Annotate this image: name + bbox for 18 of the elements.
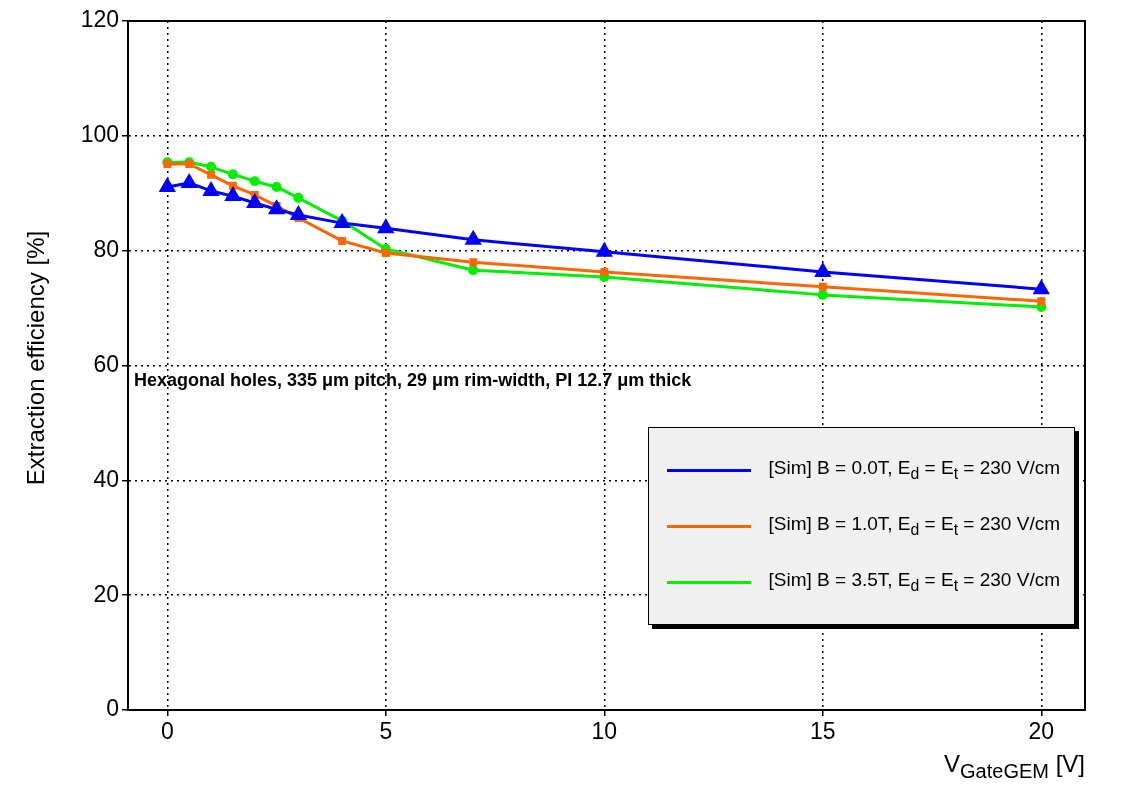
x-tick-label: 0 (160, 718, 174, 745)
y-tick-label: 0 (106, 695, 119, 722)
y-tick-label: 80 (93, 236, 119, 263)
x-tick-label: 5 (379, 718, 393, 745)
y-tick-label: 20 (93, 580, 119, 607)
legend-label: [Sim] B = 3.5T, E$_{d}$ = E$_{t}$ = 230 V/cm (768, 569, 1060, 595)
y-axis-title: Extraction efficiency [%] (22, 230, 50, 485)
legend-label: [Sim] B = 0.0T, E$_{d}$ = E$_{t}$ = 230 V/cm (768, 457, 1060, 483)
y-tick-label: 40 (93, 465, 119, 492)
annotation: Hexagonal holes, 335 μm pitch, 29 μm rim-width, PI 12.7 μm thick (134, 370, 692, 391)
y-tick-label: 120 (80, 6, 119, 33)
x-tick-label: 10 (591, 718, 618, 745)
y-tick-label: 60 (93, 350, 119, 377)
x-tick-label: 15 (810, 718, 836, 745)
x-axis-title: V$_{GateGEM}$ [V] (944, 750, 1085, 783)
legend-label: [Sim] B = 1.0T, E$_{d}$ = E$_{t}$ = 230 V/cm (768, 513, 1060, 539)
y-tick-label: 100 (80, 121, 119, 148)
x-tick-label: 20 (1028, 718, 1055, 745)
